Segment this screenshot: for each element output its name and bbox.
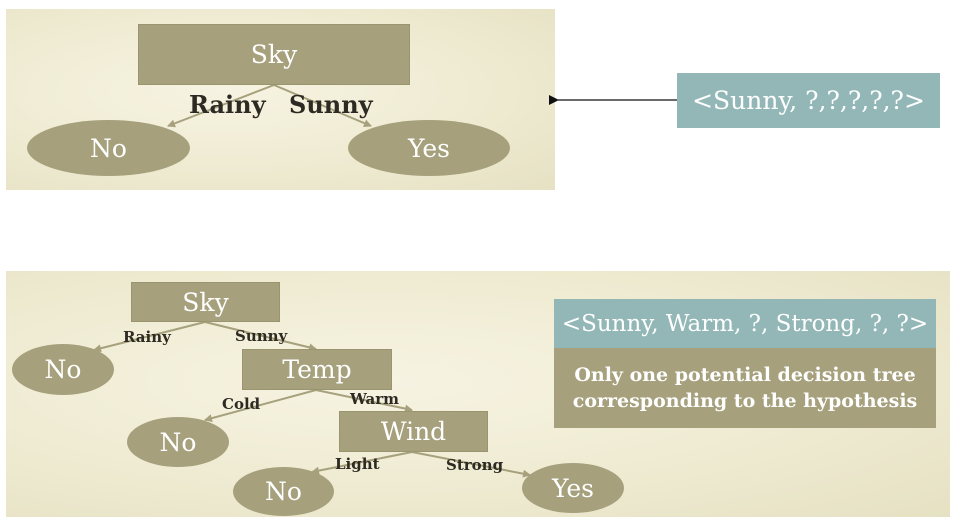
bottom-edge-sunny bbox=[204, 321, 317, 352]
bottom-note-box: Only one potential decision tree corresp… bbox=[554, 348, 936, 428]
wind-edge-label-strong: Strong bbox=[446, 456, 504, 474]
temp-edge-label-cold: Cold bbox=[222, 395, 261, 413]
wind-edge-label-light: Light bbox=[335, 455, 380, 473]
top-leaf-no: No bbox=[27, 120, 190, 176]
top-edge-label-sunny: Sunny bbox=[289, 90, 373, 119]
bottom-edge-label-sunny: Sunny bbox=[235, 327, 288, 345]
bottom-root-leaf-no: No bbox=[12, 344, 114, 395]
top-hypothesis-box: <Sunny, ?,?,?,?,?> bbox=[677, 73, 940, 128]
temp-leaf-no: No bbox=[127, 417, 229, 467]
bottom-root-node: Sky bbox=[131, 282, 280, 322]
temp-edge-label-warm: Warm bbox=[350, 390, 400, 408]
bottom-edge-label-rainy: Rainy bbox=[123, 328, 171, 346]
bottom-edge-rainy bbox=[93, 321, 206, 353]
bottom-hypothesis-box: <Sunny, Warm, ?, Strong, ?, ?> bbox=[554, 299, 936, 348]
bottom-edge-warm bbox=[315, 389, 413, 413]
temp-node: Temp bbox=[242, 349, 392, 390]
wind-leaf-yes: Yes bbox=[522, 463, 624, 513]
bottom-edge-cold bbox=[204, 389, 317, 423]
top-edge-rainy bbox=[167, 84, 275, 128]
wind-node: Wind bbox=[339, 411, 488, 452]
top-edge-sunny bbox=[273, 84, 372, 127]
bottom-edge-strong bbox=[411, 451, 531, 478]
bottom-edge-light bbox=[311, 451, 413, 475]
top-leaf-yes: Yes bbox=[348, 120, 510, 176]
top-root-node: Sky bbox=[138, 24, 410, 85]
wind-leaf-no: No bbox=[233, 467, 334, 516]
top-edge-label-rainy: Rainy bbox=[189, 90, 266, 119]
